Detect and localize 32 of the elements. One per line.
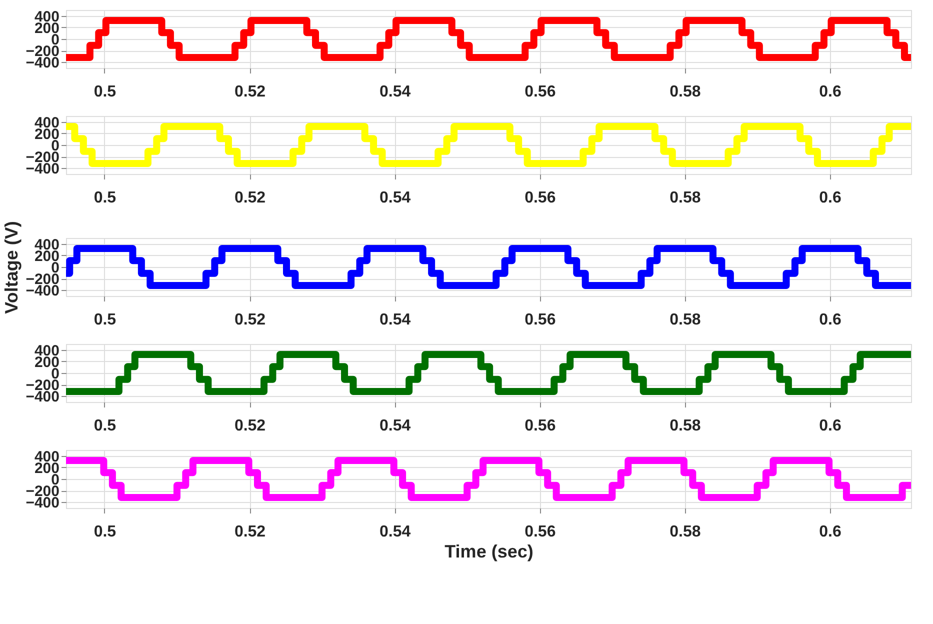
x-tick-label: 0.6 (819, 312, 842, 328)
x-tick-label: 0.52 (234, 190, 266, 206)
x-tick-label: 0.58 (670, 524, 701, 540)
x-tick-label: 0.54 (380, 84, 411, 100)
x-tick-label: 0.56 (524, 524, 556, 540)
x-tick-label: 0.6 (819, 84, 842, 100)
x-tick-label: 0.6 (819, 524, 842, 540)
x-tick-label: 0.5 (94, 312, 116, 328)
x-tick-label: 0.54 (380, 418, 411, 434)
x-tick-label: 0.52 (234, 84, 266, 100)
x-tick-label: 0.6 (819, 418, 842, 434)
x-tick-label: 0.5 (94, 84, 116, 100)
x-tick-label: 0.52 (234, 312, 266, 328)
x-tick-label: 0.58 (670, 190, 701, 206)
x-tick-label: 0.54 (380, 312, 411, 328)
x-tick-label: 0.5 (94, 524, 116, 540)
x-tick-label: 0.58 (670, 418, 701, 434)
x-tick-label: 0.56 (524, 418, 556, 434)
x-tick-label: 0.56 (524, 84, 556, 100)
x-tick-label: 0.52 (234, 418, 266, 434)
x-tick-label: 0.5 (94, 418, 116, 434)
x-tick-label: 0.54 (380, 524, 411, 540)
x-tick-label: 0.58 (670, 84, 701, 100)
x-tick-label: 0.56 (524, 312, 556, 328)
y-axis-title: Voltage (V) (2, 221, 22, 314)
x-tick-label: 0.54 (380, 190, 411, 206)
x-axis-title: Time (sec) (444, 542, 534, 562)
x-tick-label: 0.52 (234, 524, 266, 540)
x-tick-label: 0.56 (524, 190, 556, 206)
x-tick-label: 0.5 (94, 190, 116, 206)
x-tick-label: 0.58 (670, 312, 701, 328)
x-tick-label: 0.6 (819, 190, 842, 206)
